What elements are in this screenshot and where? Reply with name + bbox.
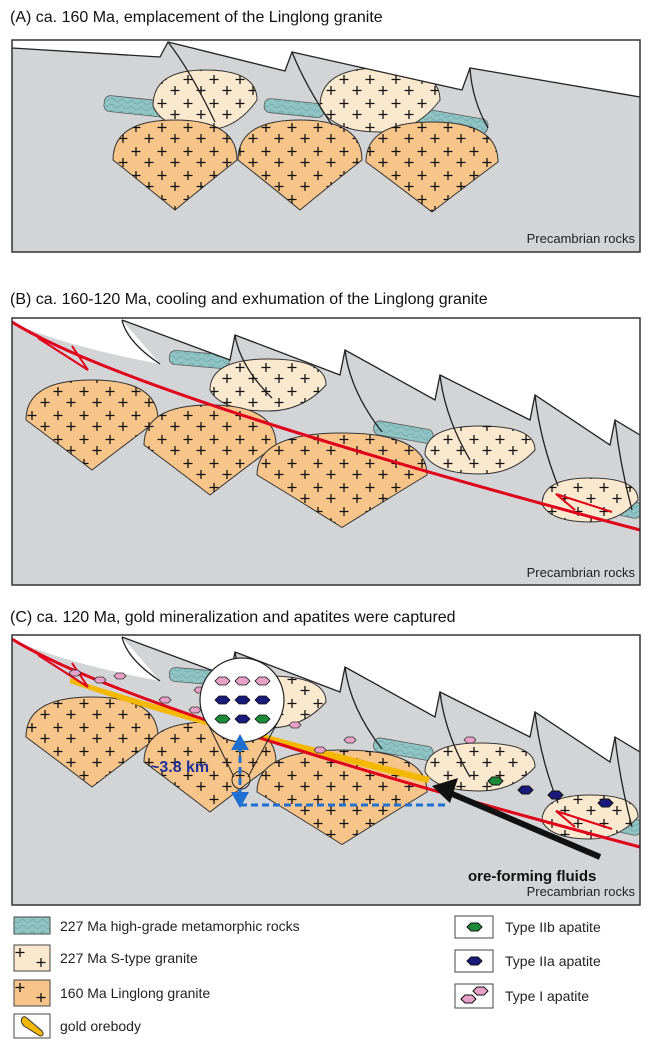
rock-label: Precambrian rocks xyxy=(527,565,636,580)
panel-title: (B) ca. 160-120 Ma, cooling and exhumati… xyxy=(10,291,488,308)
apatite xyxy=(215,696,230,704)
rock-label: Precambrian rocks xyxy=(527,231,636,246)
panel-title: (C) ca. 120 Ma, gold mineralization and … xyxy=(10,609,456,626)
panel-c-drawing xyxy=(12,635,643,905)
type-i-apatite xyxy=(189,707,201,713)
legend-swatch xyxy=(14,917,50,934)
fluid-label: ore-forming fluids xyxy=(468,868,596,885)
type-iib-apatite xyxy=(488,777,503,785)
legend-label: 227 Ma high-grade metamorphic rocks xyxy=(60,918,300,934)
type-iia-apatite xyxy=(598,799,613,807)
legend-label: Type IIa apatite xyxy=(505,953,601,969)
depth-label: ~3.8 km xyxy=(150,759,209,776)
legend-swatch xyxy=(455,984,493,1008)
type-i-apatite xyxy=(314,747,326,753)
rock-label: Precambrian rocks xyxy=(527,884,636,899)
apatite xyxy=(255,677,270,685)
legend-icon xyxy=(467,923,482,931)
legend-label: Type IIb apatite xyxy=(505,919,601,935)
apatite xyxy=(215,715,230,723)
apatite xyxy=(255,696,270,704)
figure: (A) ca. 160 Ma, emplacement of the Lingl… xyxy=(0,0,650,1044)
panel-a-drawing xyxy=(12,40,640,252)
type-iia-apatite xyxy=(518,786,533,794)
legend-icon xyxy=(467,957,482,965)
legend-label: Type I apatite xyxy=(505,988,589,1004)
panel-title: (A) ca. 160 Ma, emplacement of the Lingl… xyxy=(10,9,383,26)
legend-label: 227 Ma S-type granite xyxy=(60,950,198,966)
panel-b-drawing xyxy=(12,318,643,585)
apatite xyxy=(215,677,230,685)
type-i-apatite xyxy=(94,677,106,683)
legend-label: 160 Ma Linglong granite xyxy=(60,985,210,1001)
type-i-apatite xyxy=(114,673,126,679)
apatite xyxy=(235,677,250,685)
type-i-apatite xyxy=(69,670,81,676)
legend-label: gold orebody xyxy=(60,1018,141,1034)
type-i-apatite xyxy=(464,737,476,743)
type-i-apatite xyxy=(159,697,171,703)
type-i-apatite xyxy=(289,722,301,728)
legend: 227 Ma high-grade metamorphic rocks 227 … xyxy=(14,916,601,1038)
type-iia-apatite xyxy=(548,791,563,799)
apatite xyxy=(255,715,270,723)
apatite xyxy=(235,715,250,723)
apatite xyxy=(235,696,250,704)
type-i-apatite xyxy=(344,737,356,743)
